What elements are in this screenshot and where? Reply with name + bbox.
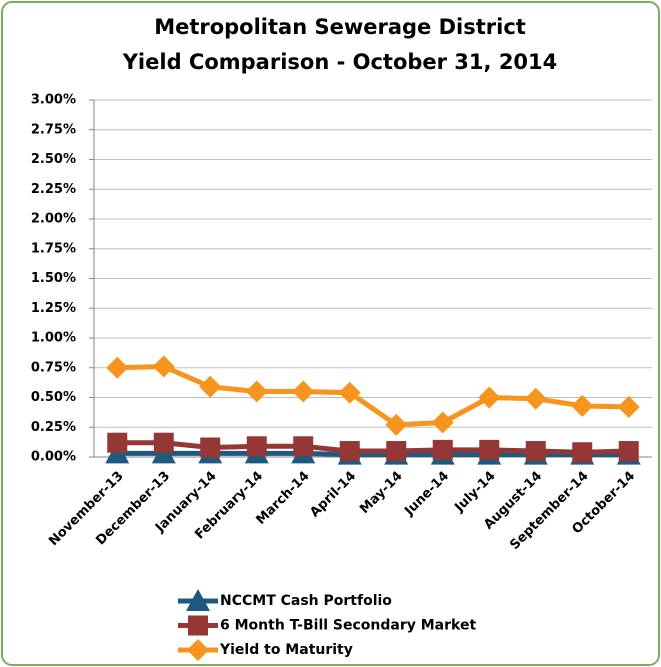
y-tick-label: 2.00% <box>31 212 76 227</box>
marker <box>187 639 209 661</box>
marker <box>186 589 210 611</box>
y-tick-label: 0.00% <box>31 450 76 465</box>
marker <box>339 441 360 462</box>
marker <box>572 442 593 463</box>
y-tick-label: 1.25% <box>31 301 76 316</box>
chart-subtitle: Yield Comparison - October 31, 2014 <box>122 50 558 74</box>
marker <box>386 441 407 462</box>
y-tick-label: 1.50% <box>31 271 76 286</box>
y-tick-label: 0.75% <box>31 360 76 375</box>
y-tick-label: 1.00% <box>31 331 76 346</box>
marker <box>524 387 547 410</box>
marker <box>293 436 314 457</box>
marker <box>107 432 128 453</box>
marker <box>188 615 208 636</box>
y-tick-label: 0.25% <box>31 420 76 435</box>
marker <box>292 380 315 403</box>
marker <box>525 441 546 462</box>
marker <box>617 396 640 419</box>
marker <box>200 437 221 458</box>
legend-label: NCCMT Cash Portfolio <box>220 593 392 609</box>
y-tick-label: 2.75% <box>31 122 76 137</box>
marker <box>478 386 501 409</box>
marker <box>385 413 408 436</box>
y-tick-label: 2.50% <box>31 152 76 167</box>
y-tick-label: 2.25% <box>31 182 76 197</box>
marker <box>106 356 129 379</box>
legend-label: Yield to Maturity <box>219 642 353 658</box>
y-tick-label: 0.50% <box>31 390 76 405</box>
marker <box>571 394 594 417</box>
marker <box>338 381 361 404</box>
y-tick-label: 3.00% <box>31 93 76 108</box>
marker <box>432 439 453 460</box>
legend-label: 6 Month T-Bill Secondary Market <box>220 618 476 634</box>
marker <box>245 380 268 403</box>
y-tick-label: 1.75% <box>31 241 76 256</box>
chart-title: Metropolitan Sewerage District <box>154 15 526 39</box>
marker <box>618 441 639 462</box>
marker <box>153 432 174 453</box>
marker <box>246 436 267 457</box>
marker <box>199 375 222 398</box>
marker <box>152 355 175 378</box>
marker <box>479 439 500 460</box>
marker <box>431 411 454 434</box>
